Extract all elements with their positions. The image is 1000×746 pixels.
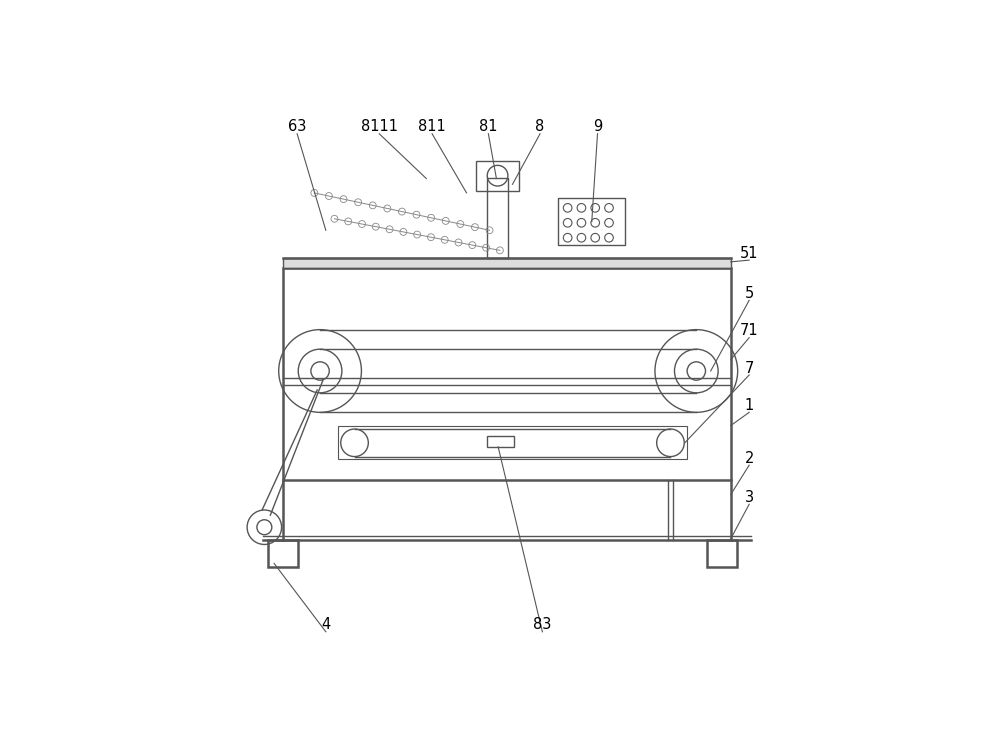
- Text: 4: 4: [321, 618, 330, 633]
- Bar: [338, 426, 687, 460]
- Text: 63: 63: [288, 119, 306, 134]
- Text: 1: 1: [745, 398, 754, 413]
- Text: 5: 5: [745, 286, 754, 301]
- Text: 3: 3: [745, 490, 754, 505]
- Text: 8: 8: [535, 119, 545, 134]
- Bar: [283, 268, 731, 480]
- Text: 81: 81: [479, 119, 498, 134]
- Text: 9: 9: [593, 119, 602, 134]
- Text: 811: 811: [418, 119, 446, 134]
- Bar: [283, 258, 731, 268]
- Text: 51: 51: [740, 245, 758, 261]
- Text: 2: 2: [744, 451, 754, 466]
- Bar: [487, 178, 508, 258]
- Text: 8111: 8111: [361, 119, 398, 134]
- Text: 83: 83: [533, 618, 552, 633]
- Bar: [707, 540, 737, 568]
- Text: 7: 7: [744, 360, 754, 376]
- Bar: [268, 540, 298, 568]
- Bar: [487, 436, 514, 447]
- Bar: [476, 160, 519, 191]
- Bar: [558, 198, 625, 245]
- Text: 71: 71: [740, 323, 758, 338]
